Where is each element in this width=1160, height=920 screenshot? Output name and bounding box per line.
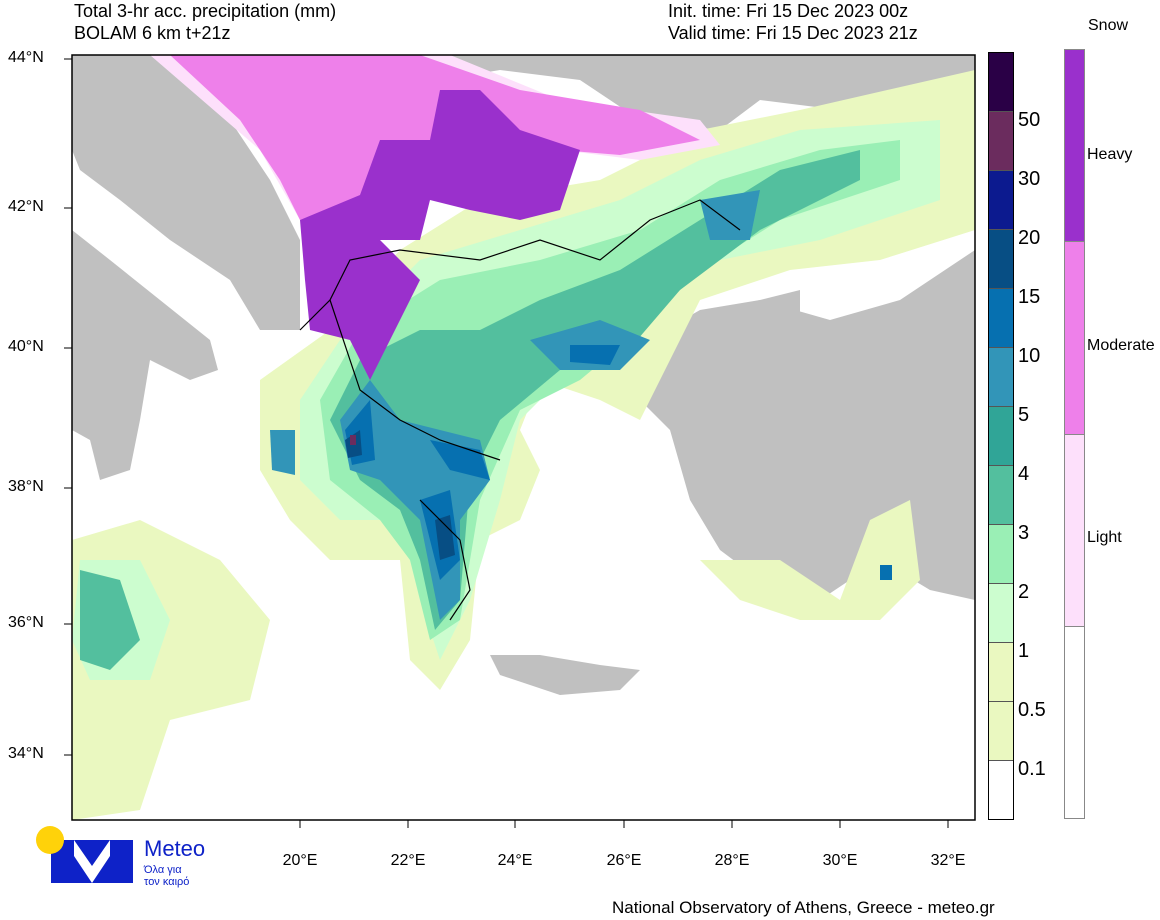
colorbar-label: 15 [1018,286,1041,308]
colorbar-label: 4 [1018,463,1030,485]
map-title: Total 3-hr acc. precipitation (mm) [74,1,337,21]
init-time: Init. time: Fri 15 Dec 2023 00z [668,1,909,21]
colorbar-label: 30 [1018,168,1041,190]
logo-tagline-1: Όλα για [144,864,182,876]
meteo-logo-mark [36,826,133,883]
snow-label: Moderate [1087,337,1155,354]
colorbar-swatch [989,348,1013,407]
colorbar-swatch [989,230,1013,289]
snow-swatch [1065,626,1084,818]
colorbar-swatch [989,466,1013,525]
snow-swatch [1065,242,1084,435]
valid-time: Valid time: Fri 15 Dec 2023 21z [668,23,918,43]
colorbar-label: 0.1 [1018,758,1046,780]
lat-label: 38°N [8,478,44,495]
snow-colorbar [1064,49,1085,819]
colorbar-label: 2 [1018,581,1030,603]
colorbar-swatch [989,407,1013,466]
logo-name: Meteo [144,836,206,861]
colorbar-swatch [989,584,1013,643]
lat-label: 42°N [8,198,44,215]
snow-swatch [1065,434,1084,627]
colorbar-label: 10 [1018,345,1041,367]
footer-credit: National Observatory of Athens, Greece -… [612,898,995,917]
country-borders [299,199,741,621]
lon-label: 24°E [497,852,533,869]
meteo-logo: Meteo Όλα για τον καιρό [34,826,214,888]
colorbar-label: 5 [1018,404,1030,426]
colorbar-swatch [989,112,1013,171]
precipitation-field [72,70,975,820]
lon-label: 32°E [930,852,966,869]
model-label: BOLAM 6 km t+21z [74,23,231,43]
colorbar-label: 3 [1018,522,1030,544]
colorbar-label: 20 [1018,227,1041,249]
snow-colorbar-title: Snow [1088,17,1129,34]
colorbar-label: 0.5 [1018,699,1046,721]
lat-label: 34°N [8,745,44,762]
snow-label: Heavy [1087,146,1133,163]
colorbar-swatch [989,761,1013,819]
snow-swatch [1065,50,1084,243]
precipitation-colorbar [988,52,1014,820]
colorbar-label: 1 [1018,640,1030,662]
snow-field [150,55,720,380]
colorbar-swatch [989,171,1013,230]
lat-label: 44°N [8,49,44,66]
colorbar-swatch [989,702,1013,761]
colorbar-swatch [989,525,1013,584]
land-areas [72,55,975,695]
colorbar-label: 50 [1018,109,1041,131]
logo-tagline-2: τον καιρό [144,876,190,888]
map-frame [71,54,976,821]
lon-label: 20°E [282,852,318,869]
colorbar-swatch [989,643,1013,702]
lon-label: 22°E [390,852,426,869]
colorbar-swatch [989,53,1013,112]
lon-label: 26°E [606,852,642,869]
lat-label: 36°N [8,614,44,631]
snow-label: Light [1087,529,1122,546]
lon-label: 30°E [822,852,858,869]
lat-label: 40°N [8,338,44,355]
lon-label: 28°E [714,852,750,869]
colorbar-swatch [989,289,1013,348]
axis-ticks [64,58,949,828]
